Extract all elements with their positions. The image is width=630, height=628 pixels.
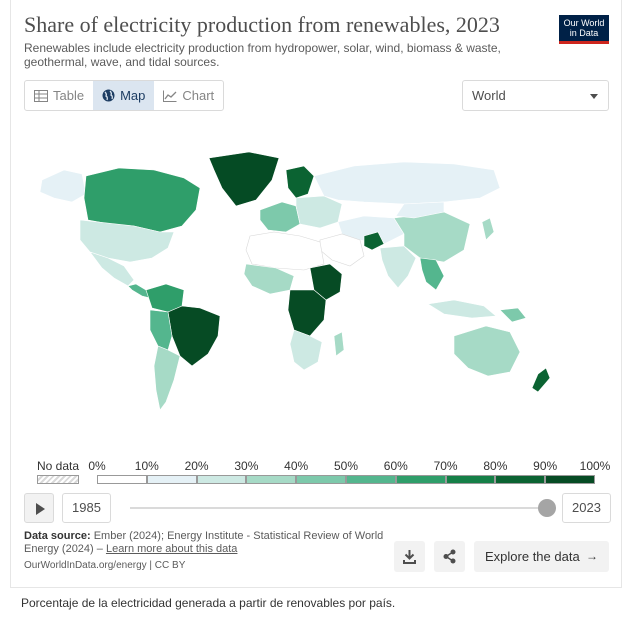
- download-button[interactable]: [394, 541, 425, 572]
- region-mongolia[interactable]: [395, 201, 445, 219]
- card-border: [10, 0, 622, 588]
- tab-map[interactable]: Map: [93, 81, 155, 110]
- logo-line1: Our World: [563, 18, 605, 28]
- timeline-track[interactable]: [130, 507, 556, 509]
- timeline: 1985 2023: [24, 493, 611, 523]
- tab-table-label: Table: [53, 88, 85, 103]
- legend-bin[interactable]: [196, 475, 247, 484]
- world-map[interactable]: [24, 140, 610, 440]
- share-icon: [443, 549, 456, 564]
- legend-tick-label: 50%: [333, 459, 359, 473]
- legend-bin[interactable]: [495, 475, 546, 484]
- caption: Porcentaje de la electricidad generada a…: [21, 596, 396, 610]
- region-scandinavia[interactable]: [285, 165, 315, 199]
- region-select-value: World: [472, 88, 506, 103]
- region-papua[interactable]: [499, 307, 527, 323]
- chart-subtitle: Renewables include electricity productio…: [24, 41, 501, 69]
- region-europe-west[interactable]: [259, 201, 301, 233]
- region-mexico[interactable]: [89, 251, 135, 287]
- share-button[interactable]: [434, 541, 465, 572]
- region-australia[interactable]: [453, 325, 521, 377]
- play-button[interactable]: [24, 493, 54, 523]
- legend-tick-label: 90%: [533, 459, 558, 473]
- arrow-right-icon: →: [586, 549, 598, 563]
- region-india[interactable]: [379, 245, 417, 289]
- legend-tick-label: 30%: [234, 459, 259, 473]
- chart-title: Share of electricity production from ren…: [24, 12, 500, 37]
- view-tabs: Table Map Chart: [24, 80, 225, 111]
- region-peru-bolivia[interactable]: [149, 309, 173, 351]
- timeline-handle[interactable]: [538, 499, 556, 517]
- start-year-box[interactable]: 1985: [62, 493, 111, 523]
- globe-icon: [102, 89, 115, 102]
- legend-tick-label: 0%: [88, 459, 106, 473]
- no-data-label: No data: [37, 459, 80, 473]
- region-afghanistan[interactable]: [363, 231, 385, 251]
- legend-tick-label: 80%: [483, 459, 508, 473]
- data-source-label: Data source:: [24, 530, 91, 542]
- region-usa[interactable]: [79, 219, 175, 263]
- region-southern-africa[interactable]: [289, 329, 323, 371]
- legend-tick-label: 40%: [284, 459, 309, 473]
- region-north-africa[interactable]: [245, 231, 325, 271]
- explore-data-button[interactable]: Explore the data →: [474, 541, 609, 572]
- logo-line2: in Data: [569, 28, 599, 38]
- region-select[interactable]: World: [462, 80, 609, 111]
- no-data-swatch[interactable]: [37, 475, 79, 484]
- legend-bin[interactable]: [395, 475, 446, 484]
- tab-chart[interactable]: Chart: [154, 81, 223, 110]
- region-europe-east[interactable]: [295, 195, 343, 229]
- region-new-zealand[interactable]: [531, 367, 551, 393]
- legend-bin[interactable]: [296, 475, 346, 484]
- legend-tick-label: 70%: [433, 459, 458, 473]
- region-japan[interactable]: [481, 217, 495, 241]
- region-canada[interactable]: [83, 167, 201, 233]
- tab-map-label: Map: [120, 88, 146, 103]
- legend-bin[interactable]: [97, 475, 147, 484]
- region-russia[interactable]: [313, 161, 501, 205]
- region-west-africa[interactable]: [243, 263, 295, 295]
- region-brazil[interactable]: [167, 305, 221, 367]
- legend-bin[interactable]: [445, 475, 496, 484]
- table-icon: [34, 89, 48, 102]
- color-legend: No data 0% 10% 20% 30% 40% 50% 60% 70% 80% 90% 100…: [24, 455, 614, 489]
- region-central-africa[interactable]: [287, 289, 327, 337]
- region-indonesia[interactable]: [427, 299, 497, 319]
- tab-chart-label: Chart: [182, 88, 215, 103]
- learn-more-link[interactable]: Learn more about this data: [105, 543, 238, 555]
- tab-table[interactable]: Table: [25, 81, 93, 110]
- region-southeast-asia[interactable]: [419, 257, 445, 291]
- download-icon: [403, 550, 416, 564]
- owid-logo[interactable]: Our World in Data: [559, 15, 609, 44]
- region-china[interactable]: [393, 211, 471, 263]
- legend-bin[interactable]: [246, 475, 297, 484]
- line-chart-icon: [163, 90, 177, 102]
- legend-bin[interactable]: [146, 475, 197, 484]
- region-alaska[interactable]: [39, 169, 87, 203]
- region-argentina-chile[interactable]: [153, 345, 181, 411]
- legend-bin[interactable]: [346, 475, 396, 484]
- region-madagascar[interactable]: [333, 331, 345, 357]
- data-source-text: Ember (2024); Energy Institute - Statist…: [24, 530, 384, 555]
- chevron-down-icon: [590, 94, 598, 99]
- legend-tick-label: 100%: [579, 459, 611, 473]
- legend-tick-label: 10%: [134, 459, 159, 473]
- explore-data-label: Explore the data: [485, 549, 580, 564]
- end-year-box[interactable]: 2023: [562, 493, 611, 523]
- region-greenland[interactable]: [208, 151, 280, 207]
- legend-tick-label: 60%: [383, 459, 408, 473]
- legend-bin[interactable]: [545, 475, 595, 484]
- legend-tick-label: 20%: [184, 459, 209, 473]
- data-source: Data source: Ember (2024); Energy Instit…: [24, 530, 389, 556]
- source-url[interactable]: OurWorldInData.org/energy | CC BY: [24, 560, 186, 571]
